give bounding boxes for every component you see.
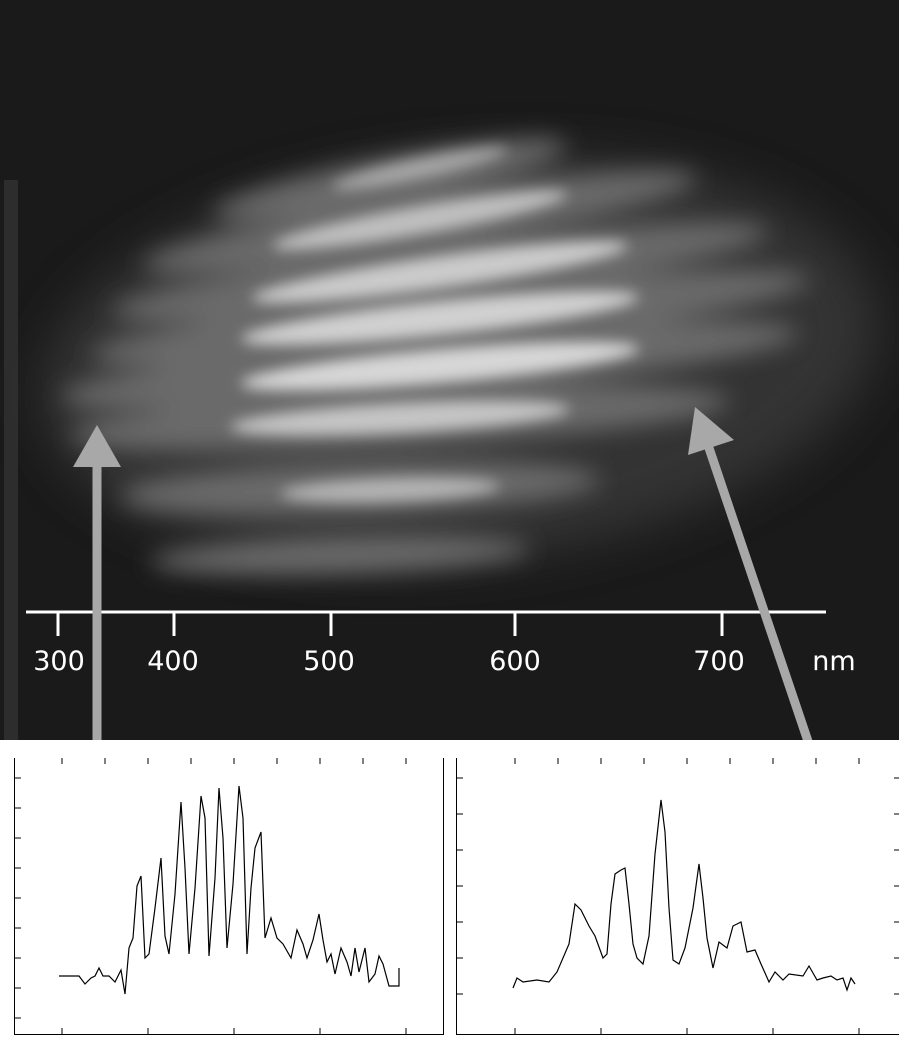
- tick-label-400: 400: [147, 646, 199, 677]
- tick-label-500: 500: [303, 646, 355, 677]
- spectrum-plot-left: [15, 758, 407, 1034]
- spectrum-plot-right: [457, 758, 899, 1034]
- arrow-left: [73, 425, 121, 740]
- wavelength-axis: [26, 610, 826, 636]
- spectrum-trace-left: [59, 785, 400, 995]
- spectrum-trace-right: [512, 799, 856, 992]
- tick-label-600: 600: [489, 646, 541, 677]
- axis-unit: nm: [812, 646, 856, 677]
- tick-label-300: 300: [33, 646, 85, 677]
- interference-image: [0, 0, 899, 740]
- fringe-bands-core: [230, 146, 640, 503]
- spectrum-panel-left: [14, 758, 444, 1035]
- edge-noise: [4, 180, 18, 740]
- spectrum-panel-right: [456, 758, 899, 1035]
- arrow-right: [688, 407, 813, 740]
- tick-label-700: 700: [693, 646, 745, 677]
